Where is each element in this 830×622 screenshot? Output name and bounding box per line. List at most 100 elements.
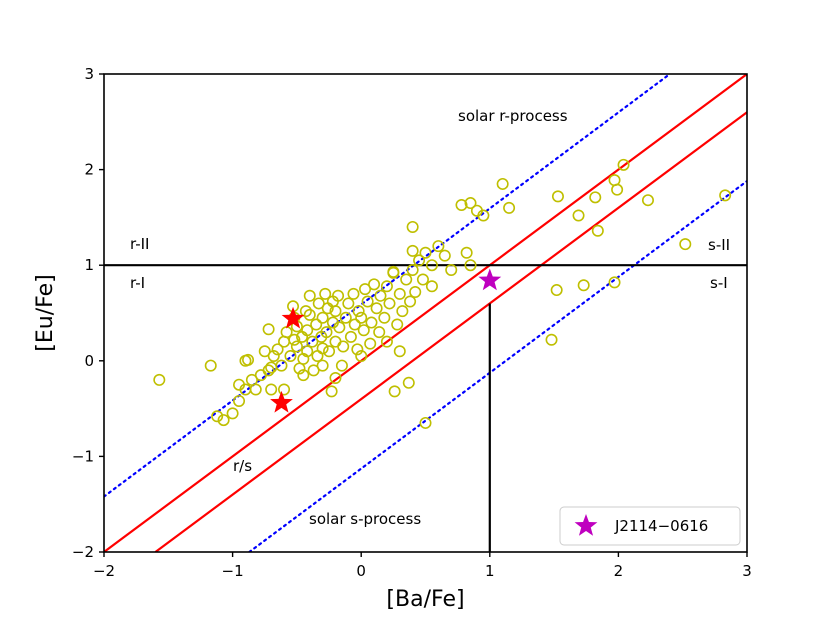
- data-point: [368, 278, 381, 291]
- reference-lines: [104, 74, 747, 552]
- legend-label: J2114−0616: [614, 517, 708, 535]
- data-point: [267, 350, 280, 363]
- data-point: [344, 330, 357, 343]
- data-point: [355, 350, 368, 363]
- data-point: [373, 326, 386, 339]
- data-point: [278, 335, 291, 348]
- s-i-label: s-I: [710, 274, 728, 292]
- data-point: [351, 343, 364, 356]
- data-point: [391, 318, 404, 331]
- data-point: [301, 324, 314, 337]
- data-point: [572, 209, 585, 222]
- data-point: [323, 345, 336, 358]
- data-point: [404, 295, 417, 308]
- data-point: [503, 201, 516, 214]
- data-point: [233, 394, 246, 407]
- x-tick-label: −2: [93, 562, 115, 580]
- data-point: [211, 410, 224, 423]
- data-point: [239, 383, 252, 396]
- data-point: [311, 350, 324, 363]
- y-tick-label: −1: [72, 447, 94, 465]
- x-axis-label: [Ba/Fe]: [386, 587, 464, 612]
- data-point: [316, 311, 329, 324]
- data-point: [271, 343, 284, 356]
- data-point: [393, 345, 406, 358]
- data-point: [249, 383, 262, 396]
- red-line-2: [154, 111, 747, 552]
- data-point: [316, 342, 329, 355]
- y-tick-label: 1: [84, 256, 94, 274]
- data-point: [204, 359, 217, 372]
- data-point: [153, 373, 166, 386]
- data-point: [611, 183, 624, 196]
- data-point: [217, 414, 230, 427]
- data-point: [319, 287, 332, 300]
- star-marker: [281, 306, 305, 329]
- data-point: [301, 345, 314, 358]
- data-point: [413, 254, 426, 267]
- data-point: [335, 359, 348, 372]
- red-line-1: [104, 74, 747, 552]
- r-i-label: r-I: [130, 274, 145, 292]
- data-points: [153, 158, 732, 429]
- legend-star: [574, 514, 598, 536]
- data-point: [306, 335, 319, 348]
- data-point: [477, 209, 490, 222]
- data-point: [258, 345, 271, 358]
- data-point: [380, 335, 393, 348]
- data-point: [402, 376, 415, 389]
- data-point: [432, 240, 445, 253]
- data-point: [460, 246, 473, 259]
- x-tick-label: 3: [742, 562, 752, 580]
- data-point: [254, 369, 267, 382]
- x-tick-label: 2: [614, 562, 624, 580]
- s-ii-label: s-II: [708, 236, 730, 254]
- data-point: [359, 283, 372, 296]
- data-point: [383, 297, 396, 310]
- data-point: [387, 265, 400, 278]
- data-point: [320, 326, 333, 339]
- data-point: [332, 289, 345, 302]
- data-point: [352, 305, 365, 318]
- data-point: [464, 259, 477, 272]
- data-point: [591, 224, 604, 237]
- x-tick-label: 0: [356, 562, 366, 580]
- r-s-label: r/s: [233, 457, 252, 475]
- axes-frame: [103, 73, 748, 553]
- data-point: [370, 302, 383, 315]
- solar-s-process-label: solar s-process: [309, 510, 421, 528]
- star-marker: [270, 390, 293, 413]
- data-point: [388, 385, 401, 398]
- data-point: [325, 385, 338, 398]
- solar-r-process-label: solar r-process: [458, 107, 568, 125]
- axis-ticks: −2 −1 0 1 2 3 −2 −1 0 1 2 3: [72, 65, 752, 580]
- dotted-line-2: [248, 179, 747, 552]
- data-point: [329, 305, 342, 318]
- data-point: [393, 287, 406, 300]
- data-point: [310, 318, 323, 331]
- data-point: [278, 383, 291, 396]
- y-tick-label: 0: [84, 352, 94, 370]
- data-point: [290, 340, 303, 353]
- legend: J2114−0616: [559, 506, 741, 546]
- data-point: [641, 194, 654, 207]
- data-point: [288, 333, 301, 346]
- data-point: [608, 276, 621, 289]
- data-point: [347, 287, 360, 300]
- data-point: [242, 353, 255, 366]
- data-point: [365, 316, 378, 329]
- legend-box: [559, 506, 741, 546]
- data-point: [361, 295, 374, 308]
- data-point: [265, 361, 278, 374]
- data-point: [617, 158, 630, 171]
- legend-marker-star: [574, 514, 598, 536]
- data-point: [342, 297, 355, 310]
- data-point: [445, 263, 458, 276]
- data-point: [551, 190, 564, 203]
- data-point: [299, 305, 312, 318]
- data-point: [339, 311, 352, 324]
- data-point: [425, 280, 438, 293]
- data-point: [419, 416, 432, 429]
- x-tick-label: 1: [485, 562, 495, 580]
